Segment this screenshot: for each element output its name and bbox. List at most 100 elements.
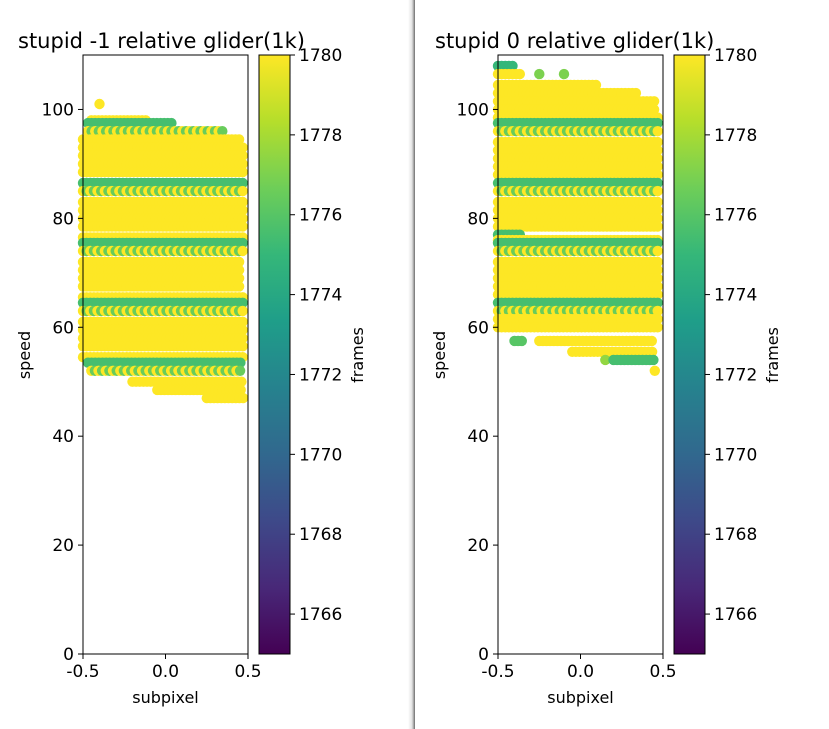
data-point — [233, 256, 245, 268]
colorbar-tick-label: 1776 — [299, 206, 342, 226]
data-point — [630, 87, 642, 99]
window-divider — [408, 0, 415, 729]
data-point — [166, 117, 177, 129]
data-point — [237, 333, 248, 344]
data-point — [652, 177, 663, 189]
y-tick-label: 60 — [467, 318, 489, 338]
data-point — [652, 153, 663, 164]
x-axis-label: subpixel — [132, 688, 199, 707]
data-point — [652, 221, 663, 232]
data-point — [237, 297, 248, 308]
marks — [77, 98, 249, 404]
data-point — [534, 68, 545, 80]
data-point — [234, 365, 246, 376]
colorbar-tick-label: 1778 — [714, 126, 757, 146]
data-point — [558, 68, 570, 80]
colorbar: 1766 1768 1770 1772 1774 1776 1778 1780 — [673, 46, 757, 655]
colorbar-tick-label: 1776 — [714, 206, 757, 226]
data-point — [237, 177, 248, 189]
x-tick-label: 0.0 — [567, 662, 594, 682]
data-point — [237, 237, 248, 249]
y-tick-label: 80 — [52, 209, 74, 229]
data-point — [652, 126, 663, 137]
x-tick-label: -0.5 — [66, 662, 99, 682]
marks — [492, 60, 663, 376]
y-tick-label: 100 — [457, 100, 489, 120]
y-tick-label: 20 — [467, 536, 489, 556]
data-point — [652, 169, 663, 180]
data-point — [237, 196, 248, 208]
colorbar-tick-label: 1772 — [714, 365, 757, 385]
data-point — [652, 297, 663, 308]
data-point — [652, 281, 663, 292]
data-point — [237, 213, 248, 224]
data-point — [590, 79, 602, 91]
data-point — [649, 365, 660, 376]
data-point — [646, 335, 657, 347]
data-point — [516, 335, 527, 347]
data-point — [652, 117, 663, 129]
chart-title: stupid 0 relative glider(1k) — [435, 29, 714, 53]
data-point — [233, 273, 245, 284]
colorbar-tick-label: 1766 — [714, 605, 757, 625]
data-point — [652, 264, 663, 276]
chart-title: stupid -1 relative glider(1k) — [18, 29, 305, 53]
data-point — [652, 237, 663, 249]
y-tick-label: 80 — [467, 209, 489, 229]
data-point — [652, 145, 663, 156]
x-tick-label: 0.0 — [152, 662, 179, 682]
data-point — [652, 256, 663, 268]
colorbar-tick-label: 1770 — [714, 445, 757, 465]
data-point — [652, 273, 663, 284]
data-point — [237, 166, 248, 178]
colorbar-tick-label: 1766 — [299, 605, 342, 625]
data-point — [507, 60, 518, 72]
colorbar-bar — [673, 54, 706, 655]
data-point — [237, 150, 248, 161]
x-tick-label: 0.5 — [649, 662, 676, 682]
data-point — [237, 324, 248, 336]
axes: -0.5 0.0 0.5 0 20 40 60 80 100 — [42, 54, 262, 682]
data-point — [237, 142, 248, 153]
data-point — [237, 341, 248, 352]
data-point — [652, 196, 663, 208]
x-axis-label: subpixel — [547, 688, 614, 707]
colorbar-tick-label: 1780 — [714, 46, 757, 66]
data-point — [648, 104, 660, 115]
data-point — [235, 357, 246, 368]
data-point — [652, 136, 663, 148]
data-point — [648, 96, 660, 107]
y-tick-label: 20 — [52, 536, 74, 556]
data-point — [652, 161, 663, 172]
colorbar-label: frames — [348, 327, 367, 383]
x-tick-label: 0.5 — [234, 662, 261, 682]
data-point — [652, 245, 663, 257]
x-tick-label: -0.5 — [481, 662, 514, 682]
data-point — [652, 205, 663, 216]
data-point — [652, 185, 663, 197]
y-tick-label: 60 — [52, 318, 74, 338]
y-axis-label: speed — [430, 331, 449, 379]
y-tick-label: 40 — [52, 427, 74, 447]
colorbar-tick-label: 1768 — [714, 525, 757, 545]
colorbar-bar — [258, 54, 291, 655]
data-point — [233, 264, 245, 276]
axes: -0.5 0.0 0.5 0 20 40 60 80 100 — [457, 54, 677, 682]
colorbar-tick-label: 1768 — [299, 525, 342, 545]
data-point — [237, 392, 249, 404]
y-axis-label: speed — [15, 331, 34, 379]
data-point — [652, 305, 663, 317]
colorbar: 1766 1768 1770 1772 1774 1776 1778 1780 — [258, 46, 342, 655]
data-point — [600, 354, 611, 366]
data-point — [652, 213, 663, 224]
data-point — [646, 346, 658, 357]
y-tick-label: 0 — [478, 645, 489, 665]
data-point — [237, 245, 248, 257]
data-point — [237, 185, 248, 197]
colorbar-tick-label: 1780 — [299, 46, 342, 66]
data-point — [217, 126, 228, 137]
data-point — [514, 68, 525, 80]
data-point — [237, 205, 248, 216]
data-point — [237, 305, 248, 317]
